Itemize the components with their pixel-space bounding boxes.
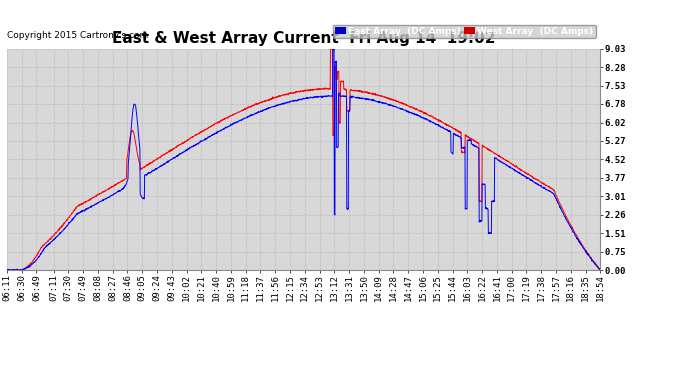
Title: East & West Array Current  Fri Aug 14  19:02: East & West Array Current Fri Aug 14 19:… bbox=[112, 31, 495, 46]
Legend: East Array  (DC Amps), West Array  (DC Amps): East Array (DC Amps), West Array (DC Amp… bbox=[333, 24, 595, 38]
Text: Copyright 2015 Cartronics.com: Copyright 2015 Cartronics.com bbox=[7, 31, 148, 40]
